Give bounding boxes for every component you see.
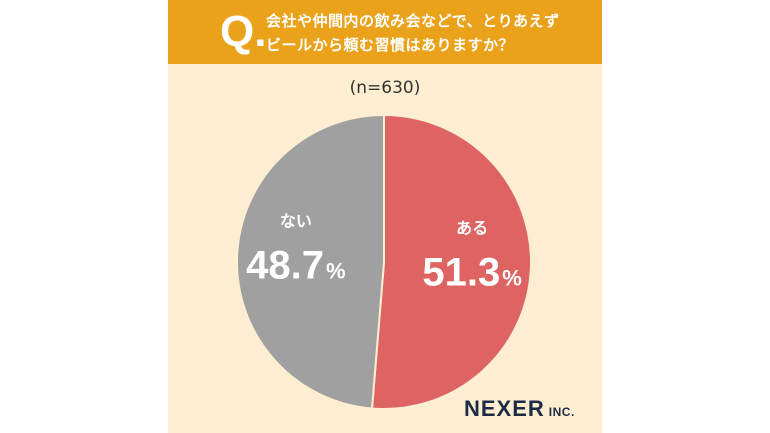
question-line-1: 会社や仲間内の飲み会などで、とりあえず — [266, 12, 560, 30]
pie-value-no: 48.7% — [246, 243, 345, 287]
pie-slice-no — [236, 113, 385, 410]
logo-sub: INC. — [548, 405, 575, 419]
sample-size: (n=630) — [349, 78, 421, 98]
pie-label-yes: ある — [456, 219, 488, 238]
survey-card: Q. 会社や仲間内の飲み会などで、とりあえず ビールから頼む習慣はありますか？ … — [168, 0, 602, 433]
nexer-logo: NEXER INC. — [464, 396, 575, 422]
question-mark: Q. — [220, 7, 267, 56]
question-text: 会社や仲間内の飲み会などで、とりあえず ビールから頼む習慣はありますか？ — [266, 9, 586, 57]
pie-label-no: ない — [280, 211, 312, 230]
logo-main: NEXER — [464, 396, 545, 421]
question-header: Q. 会社や仲間内の飲み会などで、とりあえず ビールから頼む習慣はありますか？ — [168, 0, 602, 64]
pie-chart: ある 51.3% ない 48.7% — [236, 113, 532, 410]
question-line-2: ビールから頼む習慣はありますか？ — [266, 36, 515, 54]
pie-slice-yes — [370, 113, 532, 410]
pie-value-yes: 51.3% — [422, 251, 521, 295]
